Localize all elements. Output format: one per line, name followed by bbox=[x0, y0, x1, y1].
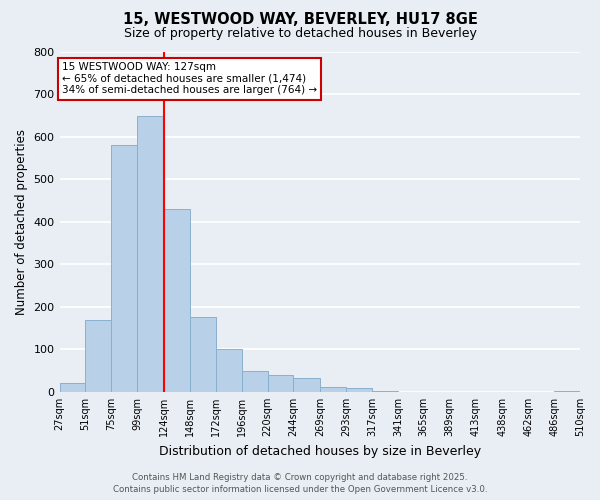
Bar bbox=[164, 209, 190, 392]
Text: Contains HM Land Registry data © Crown copyright and database right 2025.
Contai: Contains HM Land Registry data © Crown c… bbox=[113, 473, 487, 494]
Bar bbox=[346, 388, 372, 392]
Bar bbox=[320, 387, 346, 392]
Bar bbox=[242, 370, 268, 392]
Bar bbox=[59, 384, 85, 392]
Bar bbox=[216, 350, 242, 392]
Bar bbox=[85, 320, 111, 392]
Y-axis label: Number of detached properties: Number of detached properties bbox=[15, 128, 28, 314]
Bar bbox=[554, 391, 580, 392]
Text: 15 WESTWOOD WAY: 127sqm
← 65% of detached houses are smaller (1,474)
34% of semi: 15 WESTWOOD WAY: 127sqm ← 65% of detache… bbox=[62, 62, 317, 96]
Bar bbox=[137, 116, 164, 392]
Bar bbox=[190, 318, 216, 392]
Bar bbox=[372, 391, 398, 392]
X-axis label: Distribution of detached houses by size in Beverley: Distribution of detached houses by size … bbox=[159, 444, 481, 458]
Bar bbox=[293, 378, 320, 392]
Bar bbox=[268, 375, 293, 392]
Bar bbox=[111, 145, 137, 392]
Text: 15, WESTWOOD WAY, BEVERLEY, HU17 8GE: 15, WESTWOOD WAY, BEVERLEY, HU17 8GE bbox=[122, 12, 478, 28]
Text: Size of property relative to detached houses in Beverley: Size of property relative to detached ho… bbox=[124, 28, 476, 40]
